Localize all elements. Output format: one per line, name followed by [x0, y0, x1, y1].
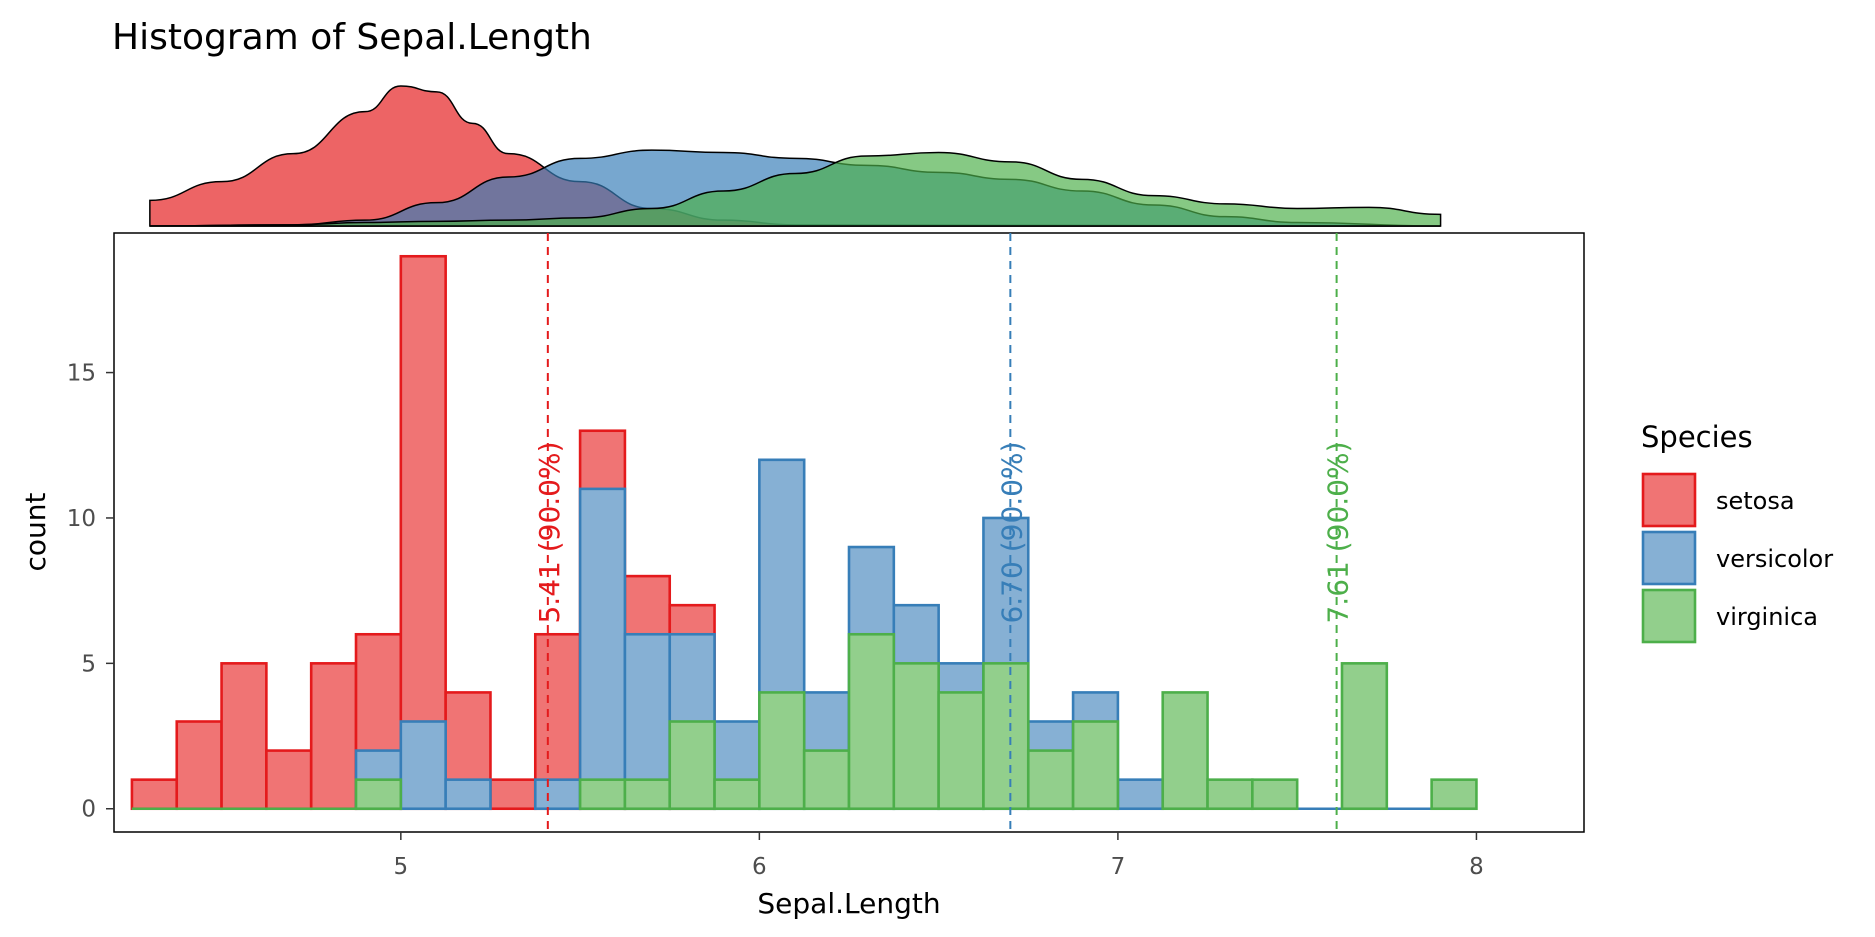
legend-key-versicolor — [1641, 530, 1697, 586]
bar-versicolor-22 — [1116, 778, 1165, 811]
bar-virginica-19 — [982, 662, 1030, 811]
bar-virginica-14 — [758, 691, 806, 811]
reference-lines: 5.41 (90.0%) 6.70 (90.0%) 7.61 (90.0%) — [533, 233, 1355, 832]
bar-virginica-5 — [354, 778, 403, 811]
bar-virginica-23 — [1161, 691, 1209, 811]
bar-setosa-2 — [220, 662, 268, 811]
bar-virginica-27 — [1340, 662, 1389, 811]
y-tick-label-0: 0 — [81, 797, 96, 823]
bar-setosa-6 — [399, 254, 447, 811]
bar-virginica-24 — [1206, 778, 1254, 811]
legend-label-setosa: setosa — [1716, 487, 1795, 515]
bar-virginica-20 — [1026, 749, 1075, 811]
bar-virginica-25 — [1251, 778, 1299, 811]
bar-setosa-1 — [175, 720, 223, 811]
legend-label-versicolor: versicolor — [1716, 545, 1833, 573]
chart-title: Histogram of Sepal.Length — [112, 17, 592, 58]
x-axis-title: Sepal.Length — [757, 887, 940, 920]
bar-virginica-16 — [847, 632, 896, 811]
y-tick-label-5: 5 — [81, 651, 96, 677]
reference-line-label-1: 6.70 (90.0%) — [995, 441, 1028, 623]
bar-versicolor-7 — [444, 778, 492, 811]
bar-versicolor-10 — [578, 487, 627, 811]
x-tick-label-6: 6 — [752, 854, 767, 880]
bar-virginica-21 — [1071, 720, 1120, 811]
y-tick-label-15: 15 — [67, 361, 96, 387]
histogram-bars — [130, 254, 1478, 811]
bar-setosa-3 — [265, 749, 313, 811]
bar-virginica-13 — [713, 778, 761, 811]
bar-virginica-29 — [1430, 778, 1478, 811]
density-curve-virginica — [149, 151, 1442, 227]
y-axis-title: count — [19, 492, 52, 571]
bar-setosa-4 — [309, 662, 358, 811]
bar-virginica-18 — [937, 691, 985, 811]
bar-virginica-12 — [668, 720, 716, 811]
legend-label-virginica: virginica — [1716, 603, 1818, 631]
legend-title: Species — [1641, 420, 1753, 454]
marginal-density-plot — [149, 85, 1442, 227]
x-tick-label-5: 5 — [394, 854, 409, 880]
reference-line-label-2: 7.61 (90.0%) — [1322, 441, 1355, 623]
bar-setosa-0 — [130, 778, 179, 811]
bar-virginica-17 — [892, 662, 940, 811]
bar-versicolor-9 — [533, 778, 582, 811]
bar-versicolor-6 — [399, 720, 447, 811]
y-tick-label-10: 10 — [67, 506, 96, 532]
x-tick-label-7: 7 — [1111, 854, 1126, 880]
reference-line-label-0: 5.41 (90.0%) — [533, 441, 566, 623]
bar-virginica-10 — [578, 778, 627, 811]
bar-virginica-11 — [623, 778, 672, 811]
legend-key-setosa — [1641, 472, 1697, 528]
legend: Species setosa versicolor virginica — [1641, 420, 1833, 644]
x-tick-label-8: 8 — [1469, 854, 1484, 880]
bar-virginica-15 — [802, 749, 851, 811]
bar-setosa-8 — [489, 778, 537, 811]
axes: 5 6 7 8 0 5 10 15 — [67, 361, 1484, 880]
legend-key-virginica — [1641, 588, 1697, 644]
